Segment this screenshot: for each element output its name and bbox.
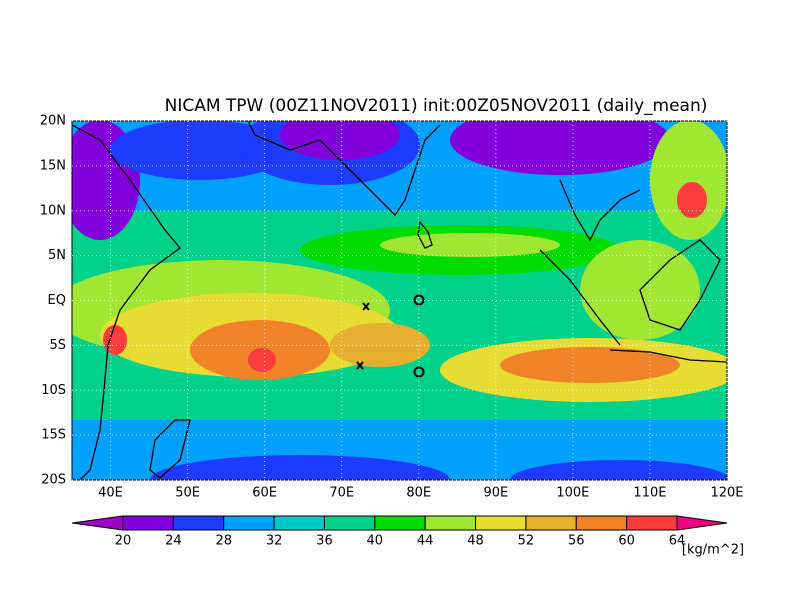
colorbar-label: 44: [417, 534, 434, 549]
x-tick-label: 80E: [406, 486, 431, 501]
y-tick-label: 15S: [41, 428, 66, 443]
colorbar-label: 28: [215, 534, 232, 549]
colorbar-label: 48: [467, 534, 484, 549]
markers: [356, 294, 425, 378]
y-tick-label: 10N: [40, 203, 66, 218]
colorbar-label: 60: [618, 534, 635, 549]
coastlines: [72, 121, 727, 480]
x-tick-label: 110E: [633, 486, 666, 501]
colorbar-box: [475, 515, 527, 531]
colorbar-box: [424, 515, 477, 531]
map-title: NICAM TPW (00Z11NOV2011) init:00Z05NOV20…: [165, 96, 708, 116]
colorbar-label: 56: [568, 534, 585, 549]
colorbar-arrow: [676, 515, 728, 531]
y-tick-label: 5N: [48, 248, 66, 263]
colorbar-label: 40: [367, 534, 384, 549]
y-tick-label: 10S: [41, 383, 66, 398]
x-tick-label: 60E: [252, 486, 277, 501]
colorbar-label: 52: [518, 534, 535, 549]
colorbar-box: [575, 515, 628, 531]
colorbar-box: [525, 515, 577, 531]
colorbar-unit: [kg/m^2]: [682, 543, 744, 558]
x-tick-label: 100E: [556, 486, 589, 501]
colorbar-label: 64: [669, 534, 686, 549]
y-tick-label: EQ: [48, 293, 66, 308]
colorbar-box: [122, 515, 174, 531]
colorbar-box: [273, 515, 325, 531]
colorbar-box: [323, 515, 376, 531]
colorbar-label: 24: [165, 534, 182, 549]
colorbar-label: 20: [115, 534, 132, 549]
colorbar-box: [223, 515, 275, 531]
colorbar-label: 36: [316, 534, 333, 549]
x-tick-label: 40E: [98, 486, 123, 501]
x-tick-label: 120E: [710, 486, 743, 501]
y-tick-label: 5S: [49, 338, 66, 353]
x-tick-label: 50E: [175, 486, 200, 501]
colorbar-box: [172, 515, 225, 531]
y-tick-label: 20S: [41, 473, 66, 488]
x-tick-label: 70E: [329, 486, 354, 501]
colorbar-label: 32: [266, 534, 283, 549]
x-tick-label: 90E: [483, 486, 508, 501]
colorbar-box: [374, 515, 426, 531]
tpw-field: [72, 121, 727, 480]
colorbar-box: [626, 515, 678, 531]
y-tick-label: 20N: [40, 114, 66, 129]
y-tick-label: 15N: [40, 158, 66, 173]
colorbar-arrow: [71, 515, 124, 531]
